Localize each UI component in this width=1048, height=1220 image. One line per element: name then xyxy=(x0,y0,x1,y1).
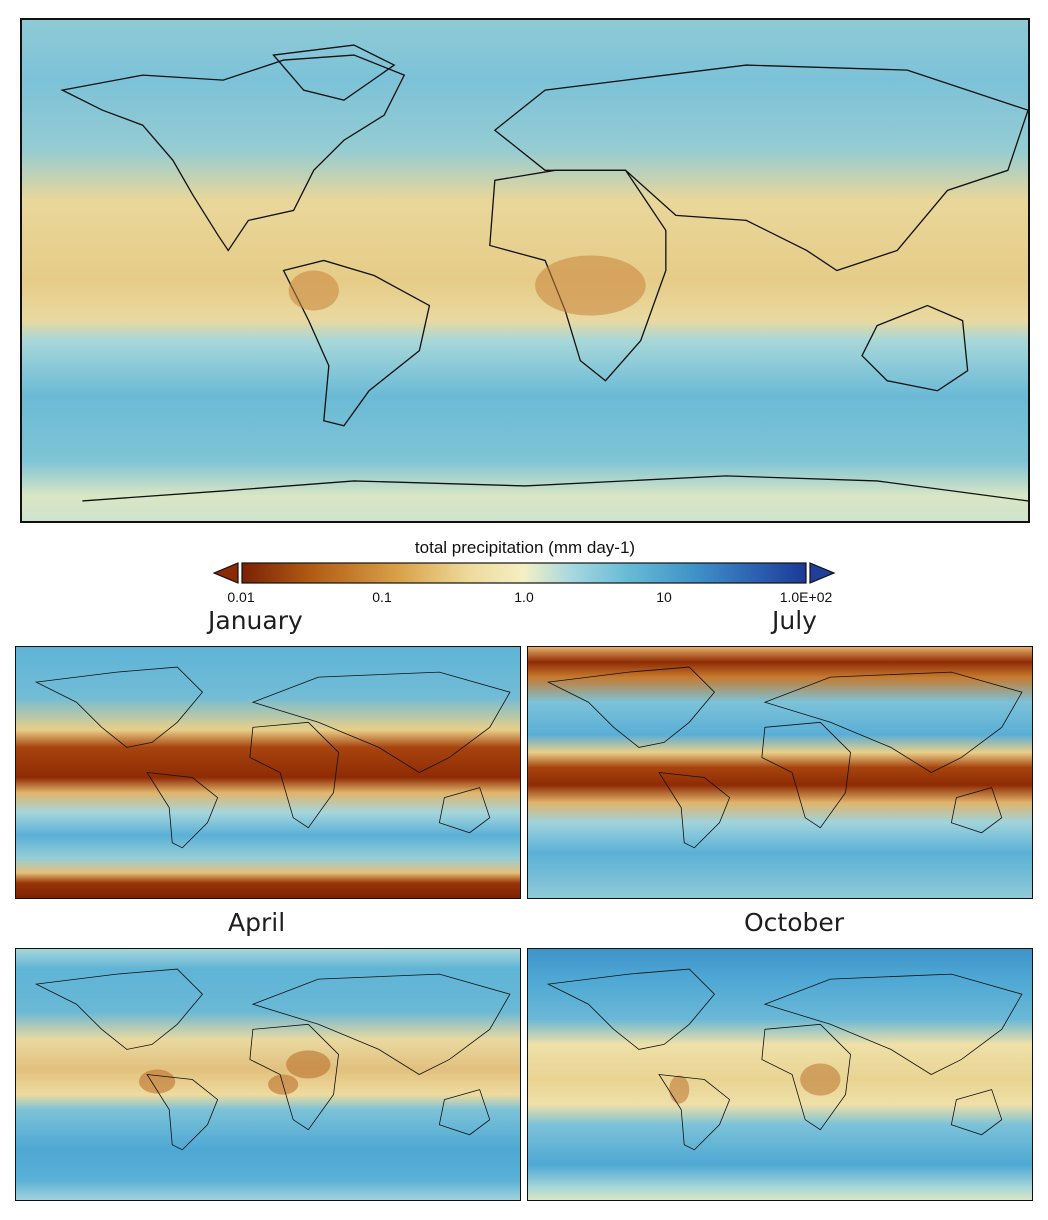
tick-label: 1.0E+02 xyxy=(779,589,833,605)
july-map-svg xyxy=(528,647,1032,898)
july-label: July xyxy=(772,606,817,635)
october-precipitation-map xyxy=(527,948,1033,1201)
tick-label: 0.01 xyxy=(227,589,255,605)
colorbar-title: total precipitation (mm day-1) xyxy=(414,538,636,557)
tick-label: 10 xyxy=(656,589,672,605)
january-label: January xyxy=(208,606,303,635)
october-map-svg xyxy=(528,949,1032,1200)
colorbar-low-arrow xyxy=(212,562,239,584)
january-precipitation-map xyxy=(15,646,521,899)
april-label: April xyxy=(228,908,286,937)
land-outlines xyxy=(60,44,1028,502)
annual-precipitation-map xyxy=(20,18,1030,523)
january-map-svg xyxy=(16,647,520,898)
april-precipitation-map xyxy=(15,948,521,1201)
land-outlines xyxy=(546,666,1023,849)
land-outlines xyxy=(34,968,511,1151)
colorbar xyxy=(212,562,836,584)
october-label: October xyxy=(744,908,845,937)
land-outlines xyxy=(34,666,511,849)
july-precipitation-map xyxy=(527,646,1033,899)
tick-label: 1.0 xyxy=(514,589,534,605)
annual-map-svg xyxy=(22,20,1028,521)
land-outlines xyxy=(546,968,1023,1151)
wet-patches xyxy=(669,1063,841,1104)
tick-label: 0.1 xyxy=(372,589,392,605)
colorbar-gradient xyxy=(241,562,807,584)
april-map-svg xyxy=(16,949,520,1200)
wet-patches xyxy=(138,1050,331,1095)
colorbar-high-arrow xyxy=(809,562,836,584)
wet-patches xyxy=(288,255,646,316)
